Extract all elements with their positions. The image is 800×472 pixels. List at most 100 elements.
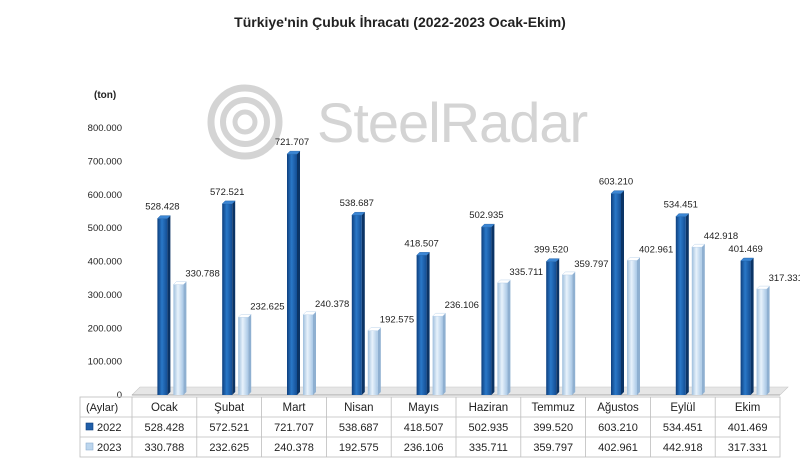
bar-side (313, 311, 316, 395)
bar-side (442, 313, 446, 395)
bar-side (297, 151, 300, 395)
y-tick-label: 400.000 (88, 257, 122, 268)
bar-2023 (497, 282, 508, 395)
bar-2022 (416, 255, 427, 395)
bar-top (237, 314, 252, 318)
table-cell: 534.451 (663, 422, 703, 434)
bar-top (480, 223, 495, 228)
table-cell: 572.521 (209, 422, 249, 434)
y-tick-label: 600.000 (88, 190, 122, 201)
bar-2022 (351, 215, 362, 395)
bar-2022 (740, 261, 751, 395)
table-cell: 402.961 (598, 442, 638, 454)
bar-2023 (238, 317, 249, 395)
bar-side (637, 257, 640, 395)
bar-2023 (173, 284, 184, 395)
table-cell: 330.788 (145, 442, 185, 454)
watermark: SteelRadar (205, 82, 595, 162)
legend-swatch-2022 (85, 422, 94, 431)
bar-2023 (367, 330, 378, 395)
bar-2022 (546, 261, 557, 395)
bar-top (626, 257, 641, 261)
table-header-label: (Aylar) (86, 402, 118, 414)
bar-side (701, 244, 705, 395)
bar-2023 (432, 316, 443, 395)
bar-2022 (222, 203, 233, 395)
y-tick-label: 800.000 (88, 123, 122, 134)
y-tick-label: 700.000 (88, 156, 122, 167)
bar-top (561, 271, 576, 276)
bar-top (691, 243, 706, 248)
bar-side (766, 286, 770, 395)
bar-2023 (756, 289, 767, 395)
data-label: 418.507 (404, 238, 438, 249)
bar-top (675, 213, 690, 217)
table-cell: 240.378 (274, 442, 314, 454)
bar-side (183, 281, 187, 395)
data-label: 442.918 (704, 231, 738, 242)
bar-2022 (611, 193, 621, 395)
x-tick-label: Ekim (735, 402, 761, 414)
data-label: 402.961 (639, 245, 673, 256)
table-cell: 502.935 (469, 422, 509, 434)
x-tick-label: Mart (283, 402, 307, 414)
bar-top (351, 212, 366, 216)
table-cell: 399.520 (533, 422, 573, 434)
bar-side (507, 279, 511, 395)
data-label: 192.575 (380, 315, 414, 326)
bar-side (426, 252, 430, 395)
bar-top (432, 312, 447, 317)
bar-2023 (562, 274, 573, 395)
x-tick-label: Temmuz (531, 402, 575, 414)
table-cell: 192.575 (339, 442, 379, 454)
bar-2022 (675, 216, 686, 395)
y-axis-unit-label: (ton) (94, 90, 117, 101)
table-cell: 721.707 (274, 422, 314, 434)
data-label: 538.687 (340, 198, 374, 209)
data-label: 240.378 (315, 299, 349, 310)
bar-side (377, 327, 381, 395)
data-label: 236.106 (445, 300, 479, 311)
legend-label-2022: 2022 (97, 422, 121, 434)
bar-top (416, 252, 431, 256)
data-label: 359.797 (574, 259, 608, 270)
y-tick-label: 300.000 (88, 290, 122, 301)
watermark-text: SteelRadar (317, 91, 588, 154)
bar-top (756, 285, 771, 290)
bar-top (610, 190, 625, 194)
bar-top (302, 311, 317, 315)
legend-swatch-2023 (85, 442, 94, 451)
bar-2023 (627, 260, 637, 395)
x-tick-label: Eylül (670, 402, 695, 414)
bar-side (167, 215, 171, 395)
table-cell: 317.331 (728, 442, 768, 454)
bar-top (156, 215, 171, 219)
bar-top (367, 327, 382, 331)
bar-top (740, 257, 755, 262)
data-label: 572.521 (210, 187, 244, 198)
legend-label-2023: 2023 (97, 442, 121, 454)
bar-top (286, 150, 301, 155)
bar-side (572, 271, 576, 395)
data-label: 317.331 (769, 273, 800, 284)
data-label: 534.451 (664, 200, 698, 211)
bar-side (621, 190, 624, 395)
data-label: 528.428 (145, 202, 179, 213)
bar-side (491, 224, 495, 395)
data-label: 330.788 (185, 269, 219, 280)
bar-top (545, 258, 560, 262)
table-cell: 232.625 (209, 442, 249, 454)
bar-side (361, 212, 365, 395)
bar-side (685, 213, 689, 395)
data-label: 721.707 (275, 137, 309, 148)
bar-side (750, 258, 754, 395)
bar-2022 (481, 227, 492, 395)
data-label: 502.935 (469, 210, 503, 221)
data-label: 401.469 (728, 244, 762, 255)
y-tick-label: 200.000 (88, 323, 122, 334)
bar-top (221, 200, 236, 205)
table-cell: 418.507 (404, 422, 444, 434)
bar-side (248, 314, 252, 395)
